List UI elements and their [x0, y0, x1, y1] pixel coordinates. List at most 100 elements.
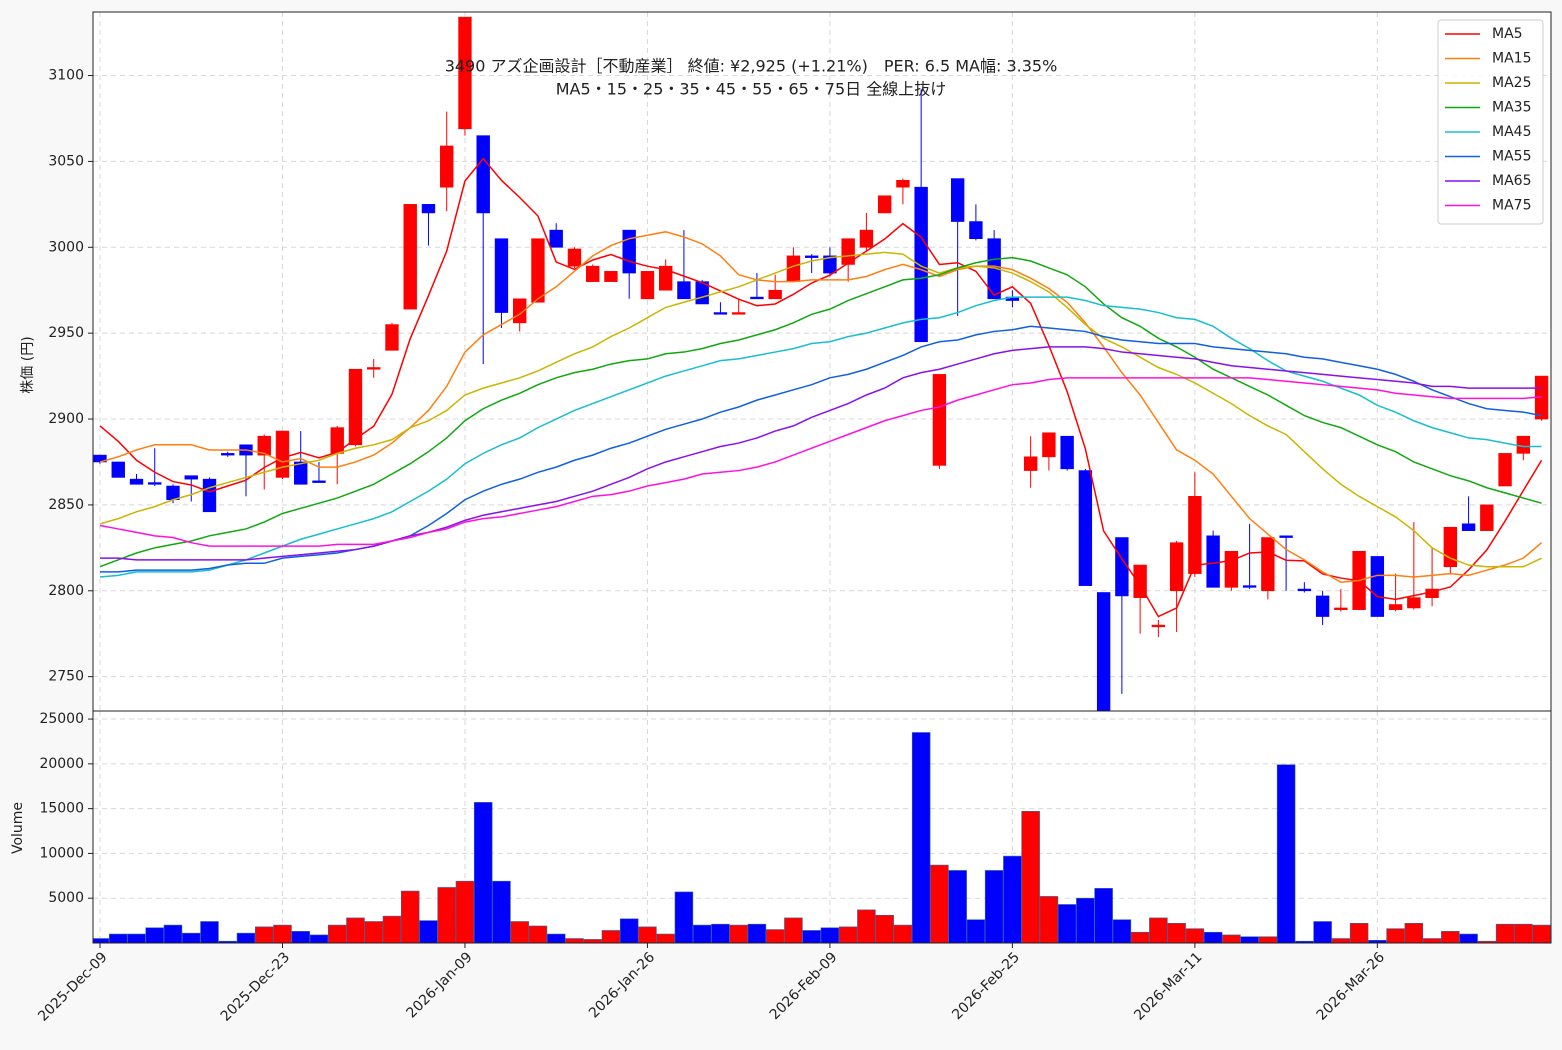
volume-bar [546, 933, 566, 943]
volume-bar [984, 870, 1004, 943]
candle-body [677, 281, 691, 300]
volume-bar [802, 930, 821, 943]
candle-body [1242, 585, 1257, 588]
x-tick-label: 2025-Dec-23 [218, 949, 293, 1024]
ma-line [99, 256, 1542, 568]
volume-bar [838, 926, 858, 943]
volume-bar [1295, 940, 1314, 943]
legend-label: MA55 [1492, 149, 1531, 165]
volume-bar [1459, 933, 1478, 943]
volume-bar [419, 920, 438, 943]
volume-bar [1240, 936, 1259, 943]
candle-body [166, 485, 180, 501]
volume-bar [1441, 931, 1460, 943]
volume-bar [765, 929, 785, 943]
ma-line [99, 296, 1542, 578]
candle-body [1516, 435, 1531, 454]
candle-body [385, 324, 399, 351]
candle-body [1078, 470, 1093, 586]
candle-body [440, 145, 454, 188]
volume-bar [273, 924, 292, 943]
y-tick-label: 2750 [48, 669, 84, 685]
volume-bar [1386, 928, 1405, 943]
volume-bar [565, 938, 584, 943]
volume-bar [473, 802, 493, 943]
volume-bar [181, 932, 201, 943]
volume-bar [1368, 940, 1387, 943]
candle-body [950, 178, 965, 222]
candle-body [294, 461, 308, 485]
x-tick-label: 2026-Jan-09 [404, 949, 476, 1021]
candle-body [1188, 496, 1202, 574]
legend: MA5 MA15 MA25 MA35 MA45 MA55 MA65 MA75 [1437, 19, 1544, 225]
candle-body [1461, 523, 1476, 531]
x-tick-label: 2026-Feb-25 [949, 949, 1023, 1023]
candle-body [367, 367, 381, 370]
candle-body [1206, 535, 1220, 588]
candle-body [275, 430, 290, 478]
ma-line [99, 251, 1542, 568]
ma-line [100, 325, 1542, 573]
volume-bar [1057, 904, 1077, 943]
candle-body [987, 238, 1001, 300]
candle-body [713, 312, 728, 315]
volume-bar [1094, 888, 1113, 943]
candle-body [148, 482, 162, 485]
volume-bar [528, 925, 548, 943]
legend-label: MA15 [1492, 51, 1531, 67]
legend-label: MA65 [1492, 173, 1531, 189]
legend-label: MA25 [1492, 75, 1531, 91]
volume-bar [510, 921, 529, 943]
candle-body [1261, 537, 1275, 592]
volume-bar [656, 933, 675, 943]
volume-bar [948, 870, 967, 943]
candle-body [604, 271, 618, 282]
candle-body [1224, 550, 1239, 588]
volume-bar [1222, 934, 1241, 943]
candle-body [1297, 588, 1312, 592]
volume-axis-label: Volume [10, 802, 26, 854]
y-tick-label: 3000 [48, 239, 84, 255]
volume-bar [583, 939, 602, 943]
volume-bar [893, 924, 913, 943]
volume-bar [109, 933, 128, 943]
candle-body [859, 229, 874, 248]
candle-body [1315, 595, 1330, 617]
candle-body [458, 16, 472, 130]
volume-bar [930, 864, 949, 943]
candle-body [531, 238, 545, 303]
volume-bar [966, 919, 986, 943]
candle-body [640, 271, 655, 300]
y-tick-label: 25000 [39, 711, 84, 727]
candle-body [1115, 537, 1129, 597]
volume-bar [1076, 897, 1095, 943]
ma-line [99, 231, 1543, 583]
chart-subtitle: MA5・15・25・35・45・55・65・75日 全線上抜け [556, 80, 947, 99]
volume-bar [1149, 917, 1168, 943]
candle-body [896, 180, 910, 188]
volume-bar [291, 931, 310, 943]
x-tick-label: 2026-Feb-09 [767, 949, 841, 1023]
volume-bar [619, 918, 639, 943]
volume-bar [1258, 936, 1278, 943]
candle-body [221, 453, 235, 456]
volume-bar [729, 924, 748, 943]
volume-bar [692, 924, 712, 943]
legend-label: MA35 [1492, 100, 1531, 116]
volume-bar [364, 921, 383, 943]
volume-bar [200, 921, 219, 943]
x-tick-label: 2025-Dec-09 [35, 949, 110, 1024]
candle-body [421, 204, 436, 214]
candle-body [877, 195, 892, 214]
volume-bar [1349, 922, 1369, 943]
volume-bar [163, 924, 183, 943]
candle-body [932, 374, 947, 466]
candle-body [1042, 432, 1056, 458]
candle-body [494, 238, 509, 313]
volume-bar [145, 927, 164, 943]
volume-bar [1495, 923, 1515, 943]
candle-body [1334, 607, 1348, 610]
candle-body [969, 221, 983, 240]
volume-bar [254, 926, 274, 943]
volume-bar [857, 909, 876, 943]
